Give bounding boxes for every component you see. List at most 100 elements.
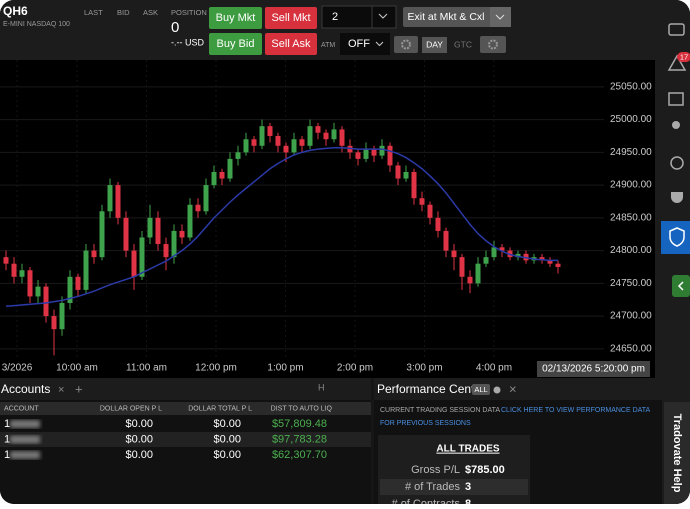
exit-menu[interactable] <box>490 7 511 27</box>
table-row <box>0 432 371 447</box>
table-header <box>0 402 371 415</box>
chevron <box>677 281 684 291</box>
candle-body <box>251 139 257 146</box>
candle-body <box>483 257 489 264</box>
session-label: CURRENT TRADING SESSION DATA <box>380 407 500 414</box>
candle-body <box>443 230 449 251</box>
candle-body <box>547 260 553 264</box>
cell: $57,809.48 <box>272 418 327 430</box>
candle-body <box>123 217 129 251</box>
chat-icon[interactable] <box>668 23 685 36</box>
candle-body <box>227 158 233 179</box>
column-header: ACCOUNT <box>4 405 39 412</box>
candle-body <box>19 270 25 277</box>
candle-body <box>139 237 145 277</box>
button-label: Sell Ask <box>271 38 311 50</box>
session-link[interactable]: FOR PREVIOUS SESSIONS <box>380 420 471 427</box>
gear-icon <box>488 39 498 50</box>
people-icon[interactable] <box>672 121 680 129</box>
help-icon[interactable] <box>670 156 684 170</box>
panel-title: Accounts <box>1 382 50 396</box>
shield-icon <box>669 227 685 247</box>
settings-button[interactable] <box>394 36 418 53</box>
candle-body <box>187 204 193 238</box>
cell: $0.00 <box>125 449 153 461</box>
candle-body <box>235 152 241 159</box>
candle-body <box>27 270 33 297</box>
y-tick-label: 24800.00 <box>610 245 652 256</box>
candle-body <box>3 257 9 264</box>
stat-value: 8 <box>465 498 471 504</box>
filter-badge[interactable] <box>472 384 490 395</box>
candle-body <box>387 145 393 166</box>
candle-body <box>315 126 321 133</box>
candle-body <box>451 250 457 258</box>
x-tick-label: 12:00 pm <box>195 363 237 374</box>
candle-body <box>419 198 425 205</box>
session-link[interactable]: CLICK HERE TO VIEW PERFORMANCE DATA <box>501 407 651 414</box>
atm-select[interactable] <box>340 33 390 55</box>
atm-value: OFF <box>348 38 370 50</box>
candle-body <box>203 185 209 212</box>
alert-icon[interactable] <box>667 54 687 71</box>
candle-body <box>147 217 153 238</box>
candle-body <box>539 257 545 261</box>
candle-body <box>371 149 377 156</box>
pnl: -.-- USD <box>171 37 204 47</box>
candle-body <box>467 276 473 284</box>
day-button[interactable] <box>422 37 447 53</box>
label: POSITION <box>171 8 207 17</box>
label: ASK <box>143 8 158 17</box>
candle-body <box>267 126 273 136</box>
exit-button[interactable] <box>403 7 511 27</box>
candle-body <box>339 129 345 146</box>
candle-body <box>427 204 433 218</box>
buy-bid-button[interactable] <box>209 33 262 55</box>
active-tab[interactable] <box>661 221 690 254</box>
candle-body <box>411 171 417 199</box>
trophy-icon[interactable] <box>671 192 683 203</box>
candle-body <box>67 276 73 303</box>
add-icon[interactable]: + <box>75 381 83 396</box>
redacted <box>10 451 40 459</box>
sell-ask-button[interactable] <box>265 33 317 55</box>
label: BID <box>117 8 130 17</box>
close-icon[interactable]: × <box>58 384 64 396</box>
cell: $0.00 <box>125 418 153 430</box>
cell: $97,783.28 <box>272 433 327 445</box>
table-row <box>0 416 371 432</box>
list-icon[interactable] <box>668 92 684 106</box>
help-tab[interactable] <box>664 402 690 504</box>
x-tick-label: 3:00 pm <box>406 363 442 374</box>
candle-body <box>291 139 297 153</box>
y-tick-label: 24850.00 <box>610 212 652 223</box>
y-tick-label: 24750.00 <box>610 278 652 289</box>
expand-tab[interactable] <box>672 275 690 297</box>
sell-mkt-button[interactable] <box>265 7 317 29</box>
x-tick-label: 3/2026 <box>2 363 33 374</box>
candle-body <box>275 135 281 146</box>
cell: $0.00 <box>213 433 241 445</box>
atm-label: ATM <box>321 42 335 49</box>
settings-button[interactable] <box>480 36 506 53</box>
cell: 1 <box>4 449 10 461</box>
badge-count: 17 <box>680 52 688 61</box>
candle-body <box>219 171 225 179</box>
candle-body <box>35 286 41 297</box>
candle-body <box>331 129 337 140</box>
y-tick-label: 25000.00 <box>610 114 652 125</box>
candle-body <box>171 230 177 258</box>
pin-icon[interactable]: H <box>318 382 325 392</box>
symbol-name: E-MINI NASDAQ 100 <box>3 21 70 28</box>
buy-mkt-button[interactable] <box>209 7 262 29</box>
column-header: DOLLAR TOTAL P L <box>188 405 252 412</box>
qty-select[interactable] <box>321 5 397 29</box>
qty: 2 <box>332 11 338 23</box>
candle-body <box>499 247 505 251</box>
close-icon[interactable]: × <box>509 381 517 396</box>
stat-label: # of Trades <box>405 481 461 493</box>
stat-label: # of Contracts <box>392 498 461 504</box>
candle-body <box>299 139 305 146</box>
filter-label: ALL <box>474 385 487 394</box>
